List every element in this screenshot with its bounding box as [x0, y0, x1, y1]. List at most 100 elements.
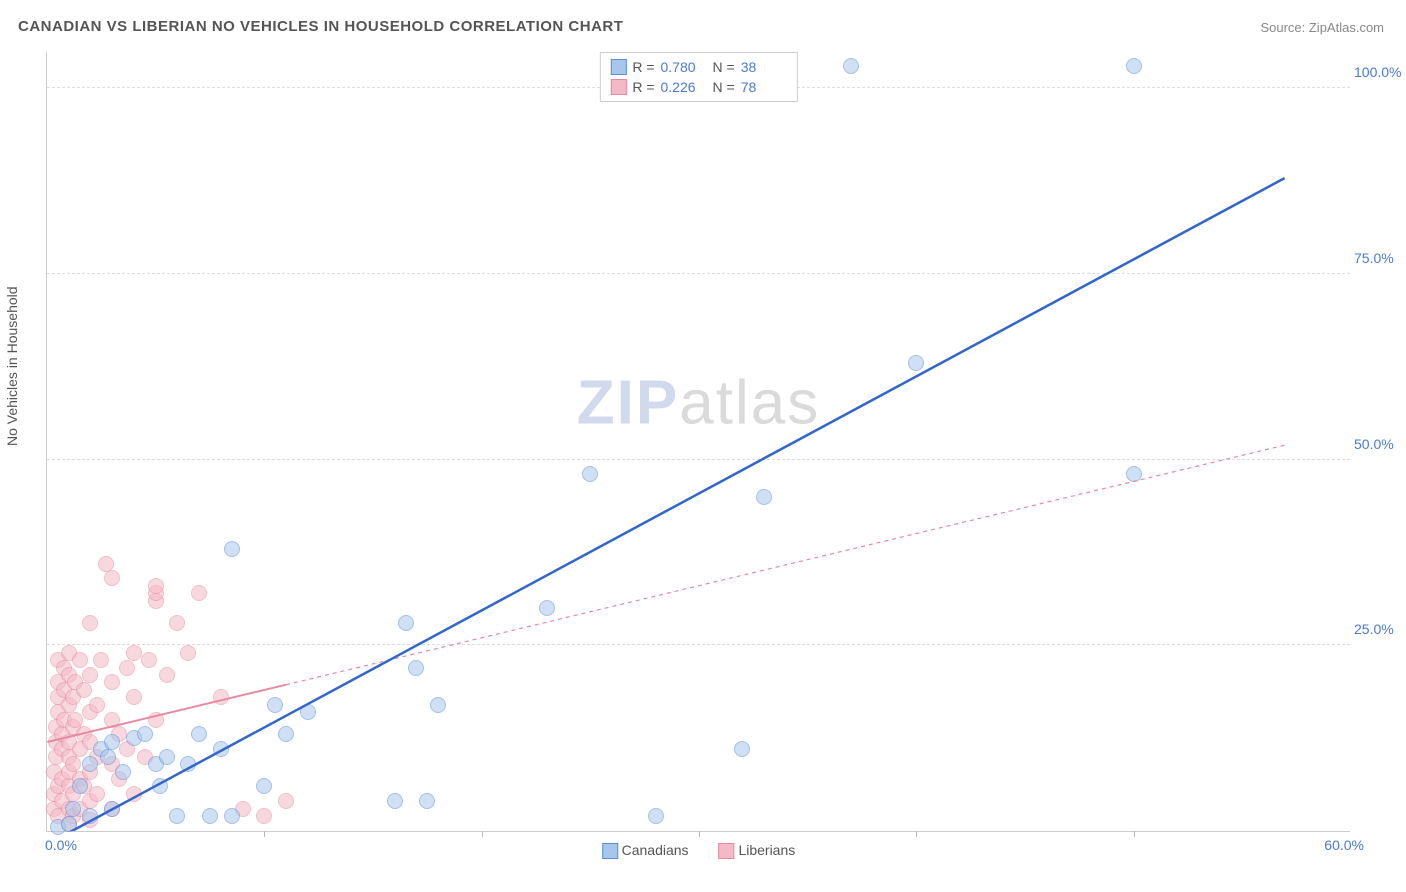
data-point — [159, 667, 175, 683]
r-value-canadians: 0.780 — [661, 59, 707, 75]
gridline — [47, 273, 1350, 274]
n-label: N = — [713, 59, 735, 75]
y-axis-label: No Vehicles in Household — [4, 286, 20, 446]
watermark-atlas: atlas — [679, 368, 820, 437]
data-point — [137, 726, 153, 742]
y-tick-label: 25.0% — [1354, 621, 1404, 637]
gridline — [47, 644, 1350, 645]
data-point — [908, 355, 924, 371]
data-point — [180, 645, 196, 661]
data-point — [141, 652, 157, 668]
trend-lines — [47, 52, 1350, 831]
r-value-liberians: 0.226 — [661, 79, 707, 95]
data-point — [148, 712, 164, 728]
data-point — [126, 645, 142, 661]
r-label: R = — [632, 79, 654, 95]
data-point — [104, 570, 120, 586]
data-point — [104, 674, 120, 690]
data-point — [408, 660, 424, 676]
chart-title: CANADIAN VS LIBERIAN NO VEHICLES IN HOUS… — [18, 18, 623, 35]
data-point — [89, 786, 105, 802]
data-point — [169, 615, 185, 631]
data-point — [67, 712, 83, 728]
data-point — [104, 734, 120, 750]
x-tick-start: 0.0% — [45, 837, 77, 853]
data-point — [300, 704, 316, 720]
data-point — [419, 793, 435, 809]
data-point — [152, 778, 168, 794]
data-point — [224, 541, 240, 557]
data-point — [202, 808, 218, 824]
data-point — [1126, 58, 1142, 74]
data-point — [256, 808, 272, 824]
n-label: N = — [713, 79, 735, 95]
y-tick-label: 75.0% — [1354, 250, 1404, 266]
legend-item-liberians: Liberians — [719, 842, 796, 859]
data-point — [267, 697, 283, 713]
data-point — [61, 816, 77, 832]
data-point — [539, 600, 555, 616]
legend-item-canadians: Canadians — [602, 842, 689, 859]
data-point — [398, 615, 414, 631]
swatch-canadians-icon — [610, 59, 626, 75]
data-point — [278, 793, 294, 809]
x-tick-mark — [1134, 831, 1135, 837]
swatch-liberians-icon — [719, 843, 735, 859]
correlation-legend: R = 0.780 N = 38 R = 0.226 N = 78 — [599, 52, 797, 102]
data-point — [82, 756, 98, 772]
data-point — [82, 808, 98, 824]
legend-label-liberians: Liberians — [738, 842, 795, 858]
data-point — [648, 808, 664, 824]
data-point — [65, 801, 81, 817]
data-point — [213, 741, 229, 757]
data-point — [734, 741, 750, 757]
data-point — [89, 697, 105, 713]
watermark: ZIPatlas — [577, 367, 820, 438]
data-point — [115, 764, 131, 780]
series-legend: Canadians Liberians — [602, 842, 796, 859]
data-point — [119, 660, 135, 676]
x-tick-mark — [482, 831, 483, 837]
data-point — [180, 756, 196, 772]
watermark-zip: ZIP — [577, 368, 679, 437]
data-point — [76, 682, 92, 698]
data-point — [1126, 466, 1142, 482]
data-point — [104, 801, 120, 817]
x-tick-mark — [916, 831, 917, 837]
data-point — [256, 778, 272, 794]
source-label: Source: ZipAtlas.com — [1260, 20, 1384, 35]
plot-area: ZIPatlas R = 0.780 N = 38 R = 0.226 N = … — [46, 52, 1350, 832]
data-point — [98, 556, 114, 572]
legend-row-canadians: R = 0.780 N = 38 — [610, 57, 786, 77]
legend-row-liberians: R = 0.226 N = 78 — [610, 77, 786, 97]
n-value-canadians: 38 — [741, 59, 787, 75]
data-point — [387, 793, 403, 809]
data-point — [72, 778, 88, 794]
data-point — [82, 615, 98, 631]
swatch-canadians-icon — [602, 843, 618, 859]
data-point — [93, 652, 109, 668]
gridline — [47, 459, 1350, 460]
n-value-liberians: 78 — [741, 79, 787, 95]
legend-label-canadians: Canadians — [622, 842, 689, 858]
data-point — [126, 689, 142, 705]
data-point — [100, 749, 116, 765]
data-point — [65, 756, 81, 772]
data-point — [756, 489, 772, 505]
data-point — [104, 712, 120, 728]
x-tick-mark — [264, 831, 265, 837]
data-point — [582, 466, 598, 482]
data-point — [169, 808, 185, 824]
data-point — [430, 697, 446, 713]
data-point — [82, 667, 98, 683]
data-point — [72, 652, 88, 668]
data-point — [159, 749, 175, 765]
data-point — [224, 808, 240, 824]
data-point — [278, 726, 294, 742]
x-tick-mark — [699, 831, 700, 837]
data-point — [213, 689, 229, 705]
y-tick-label: 100.0% — [1354, 64, 1404, 80]
data-point — [126, 786, 142, 802]
data-point — [148, 578, 164, 594]
y-tick-label: 50.0% — [1354, 436, 1404, 452]
